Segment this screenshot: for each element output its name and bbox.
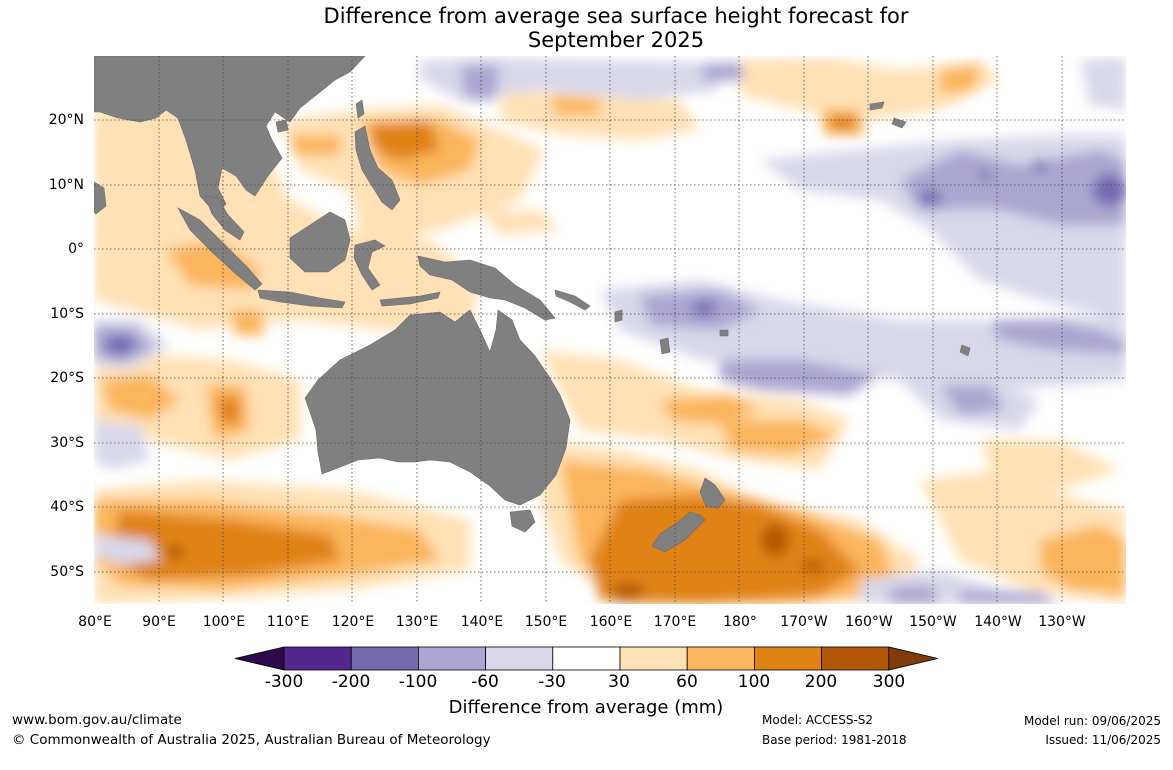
lon-label-150w: 150°W <box>909 614 957 630</box>
lon-label-80e: 80°E <box>78 614 112 630</box>
footer-model-run: Model run: 09/06/2025 <box>1023 714 1161 728</box>
lon-label-180: 180° <box>723 614 757 630</box>
colorbar-title: Difference from average (mm) <box>448 697 724 718</box>
lat-label-30s: 30°S <box>50 435 84 451</box>
colorbar-swatch-3 <box>417 646 486 671</box>
footer-issued: Issued: 11/06/2025 <box>1045 733 1161 747</box>
lat-label-50s: 50°S <box>50 564 84 580</box>
colorbar-arrow-high <box>888 646 939 671</box>
land-taiwan <box>355 99 365 119</box>
land-sumatra <box>177 207 263 291</box>
lon-label-140w: 140°W <box>974 614 1022 630</box>
title-line-1: Difference from average sea surface heig… <box>323 4 909 28</box>
anomaly-minus-60-100 <box>94 62 1126 604</box>
colorbar-swatch-5 <box>552 646 621 671</box>
lon-label-170e: 170°E <box>653 614 697 630</box>
gridlines <box>94 56 1126 604</box>
footer-url[interactable]: www.bom.gov.au/climate <box>12 712 182 728</box>
land-sri-lanka <box>94 181 107 215</box>
footer-copyright: © Commonwealth of Australia 2025, Austra… <box>12 732 491 748</box>
anomaly-minus-100-200 <box>104 159 1126 355</box>
land-new-zealand <box>651 477 726 553</box>
anomaly-200-300 <box>166 524 825 601</box>
land-java <box>257 289 346 309</box>
lon-label-140e: 140°E <box>460 614 504 630</box>
land-hainan <box>275 119 289 133</box>
colorbar-swatch-9 <box>821 646 890 671</box>
land-borneo <box>289 211 351 273</box>
land-solomon-islands <box>554 289 591 311</box>
lon-label-110e: 110°E <box>266 614 310 630</box>
colorbar-tick-minus-60: -60 <box>471 672 499 692</box>
lon-label-130w: 130°W <box>1038 614 1086 630</box>
anomaly-100-200 <box>110 115 860 604</box>
colorbar-swatch-8 <box>754 646 823 671</box>
sea-height-map <box>94 56 1126 604</box>
lat-label-10s: 10°S <box>50 306 84 322</box>
lon-label-160w: 160°W <box>845 614 893 630</box>
colorbar-swatch-1 <box>283 646 352 671</box>
colorbar-tick-300: 300 <box>872 672 906 692</box>
footer-model: Model: ACCESS-S2 <box>762 713 874 727</box>
lon-label-120e: 120°E <box>331 614 375 630</box>
land-small-islands <box>614 101 971 357</box>
lon-label-100e: 100°E <box>202 614 246 630</box>
land-tasmania <box>509 509 536 533</box>
anomaly-field <box>94 58 1126 604</box>
lat-label-40s: 40°S <box>50 499 84 515</box>
lon-label-90e: 90°E <box>142 614 176 630</box>
land-malay-peninsula <box>204 195 245 241</box>
colorbar-tick-minus-100: -100 <box>398 672 438 692</box>
colorbar-tick-200: 200 <box>804 672 838 692</box>
lon-label-160e: 160°E <box>589 614 633 630</box>
colorbar-arrow-low <box>234 646 285 671</box>
colorbar-tick-minus-200: -200 <box>331 672 371 692</box>
land <box>94 56 971 553</box>
colorbar-tick-minus-30: -30 <box>538 672 566 692</box>
colorbar-tick-60: 60 <box>676 672 698 692</box>
colorbar-swatch-2 <box>350 646 419 671</box>
land-asia <box>94 56 366 215</box>
land-sulawesi <box>353 239 386 291</box>
lat-label-10n: 10°N <box>48 177 84 193</box>
colorbar-swatch-6 <box>619 646 688 671</box>
colorbar-tick-minus-300: -300 <box>264 672 304 692</box>
colorbar-tick-30: 30 <box>608 672 630 692</box>
land-timor <box>379 291 441 307</box>
title-line-2: September 2025 <box>527 28 705 52</box>
lon-label-150e: 150°E <box>524 614 568 630</box>
lon-label-170w: 170°W <box>780 614 828 630</box>
lat-label-20s: 20°S <box>50 370 84 386</box>
lon-label-130e: 130°E <box>395 614 439 630</box>
footer-base-period: Base period: 1981-2018 <box>762 733 907 747</box>
colorbar-tick-100: 100 <box>737 672 771 692</box>
lat-label-0: 0° <box>68 241 84 257</box>
colorbar-swatch-7 <box>686 646 755 671</box>
land-philippines <box>354 125 401 211</box>
chart-title: Difference from average sea surface heig… <box>0 4 1173 52</box>
lat-label-20n: 20°N <box>48 112 84 128</box>
colorbar-swatch-4 <box>485 646 554 671</box>
